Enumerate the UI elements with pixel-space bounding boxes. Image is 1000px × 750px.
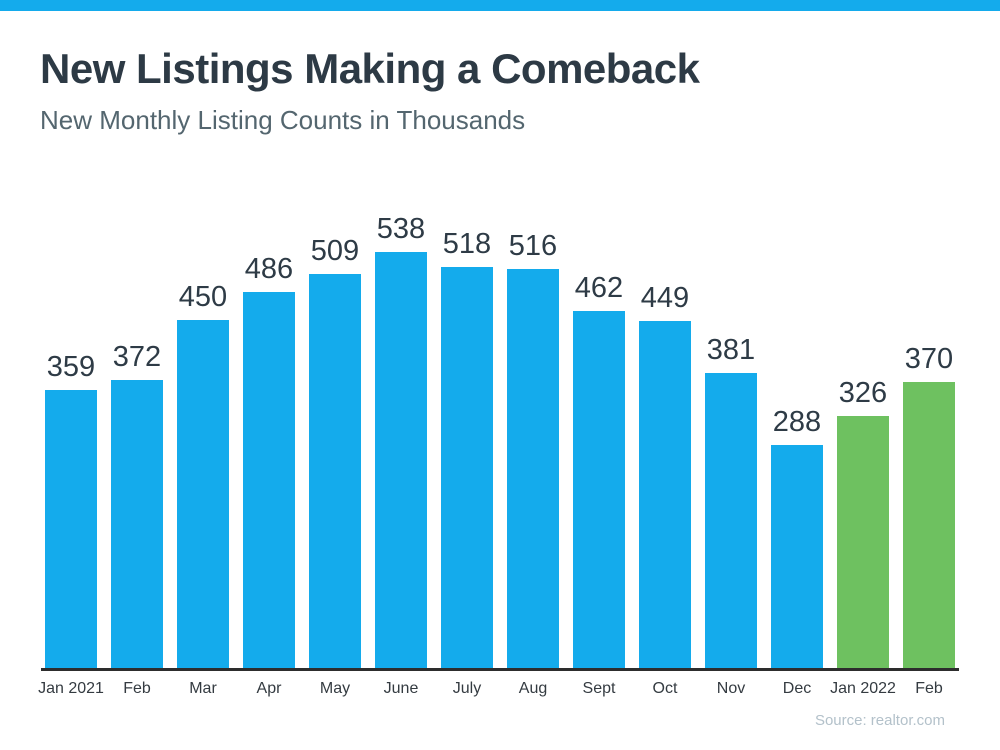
bar-value-label: 326 <box>838 377 888 410</box>
bar-column: 381 <box>705 334 757 668</box>
bar <box>771 445 823 668</box>
bar-column: 486 <box>243 253 295 668</box>
bar-chart: 359 372 450 486 509 538 518 516 462 449 381 288 326 3… <box>38 190 959 698</box>
bar <box>507 269 559 668</box>
bar-value-label: 518 <box>442 228 492 261</box>
bar-column: 372 <box>111 341 163 668</box>
chart-subtitle: New Monthly Listing Counts in Thousands <box>40 105 526 135</box>
x-axis-tick-label: July <box>452 680 482 697</box>
x-axis-line <box>41 668 959 671</box>
x-axis-tick-label: Nov <box>716 680 746 697</box>
bar-column: 516 <box>507 230 559 668</box>
bar-value-label: 486 <box>244 253 294 286</box>
bar <box>903 382 955 668</box>
bar-value-label: 538 <box>376 213 426 246</box>
bar <box>639 321 691 668</box>
bar <box>375 252 427 668</box>
top-accent-strip <box>0 0 1000 11</box>
x-axis-tick-label: Aug <box>518 680 548 697</box>
x-axis-tick-label: Jan 2022 <box>830 680 896 697</box>
bar <box>243 292 295 668</box>
source-attribution: Source: realtor.com <box>814 712 945 729</box>
x-axis-tick-label: May <box>319 680 351 697</box>
bar-value-label: 370 <box>904 343 954 376</box>
bar-column: 449 <box>639 282 691 668</box>
bar-value-label: 359 <box>46 351 96 384</box>
bar-value-label: 509 <box>310 235 360 268</box>
x-axis-tick-label: Feb <box>123 680 151 697</box>
bar-column: 509 <box>309 235 361 668</box>
bar-column: 326 <box>837 377 889 668</box>
bar-value-label: 372 <box>112 341 162 374</box>
x-axis-labels: Jan 2021 Feb Mar Apr May June July Aug Sept Oct No… <box>38 680 955 698</box>
x-axis-tick-label: Sept <box>582 680 616 697</box>
bar <box>309 274 361 668</box>
bar-value-label: 516 <box>508 230 558 263</box>
bar-column: 538 <box>375 213 427 668</box>
x-axis-tick-label: Mar <box>189 680 217 697</box>
bar-value-label: 450 <box>178 281 228 314</box>
plot-area: 359 372 450 486 509 538 518 516 462 449 381 288 326 3… <box>45 190 955 668</box>
bar-column: 462 <box>573 272 625 668</box>
x-axis-tick-label: Apr <box>256 680 282 697</box>
bar-column: 450 <box>177 281 229 668</box>
chart-title: New Listings Making a Comeback <box>40 45 700 92</box>
bar-value-label: 381 <box>706 334 756 367</box>
bar-value-label: 288 <box>772 406 822 439</box>
bar-column: 370 <box>903 343 955 668</box>
x-axis-tick-label: Oct <box>652 680 678 697</box>
bar <box>837 416 889 668</box>
bar-column: 359 <box>45 351 97 668</box>
bar <box>177 320 229 668</box>
x-axis-tick-label: June <box>383 680 419 697</box>
bar-value-label: 462 <box>574 272 624 305</box>
bar-column: 288 <box>771 406 823 668</box>
bar <box>705 373 757 668</box>
bar <box>111 380 163 668</box>
bar <box>441 267 493 668</box>
bar-column: 518 <box>441 228 493 668</box>
bar <box>45 390 97 668</box>
x-axis-tick-label: Jan 2021 <box>38 680 104 697</box>
bar-value-label: 449 <box>640 282 690 315</box>
x-axis-tick-label: Feb <box>915 680 943 697</box>
bar <box>573 311 625 668</box>
x-axis-tick-label: Dec <box>782 680 812 697</box>
